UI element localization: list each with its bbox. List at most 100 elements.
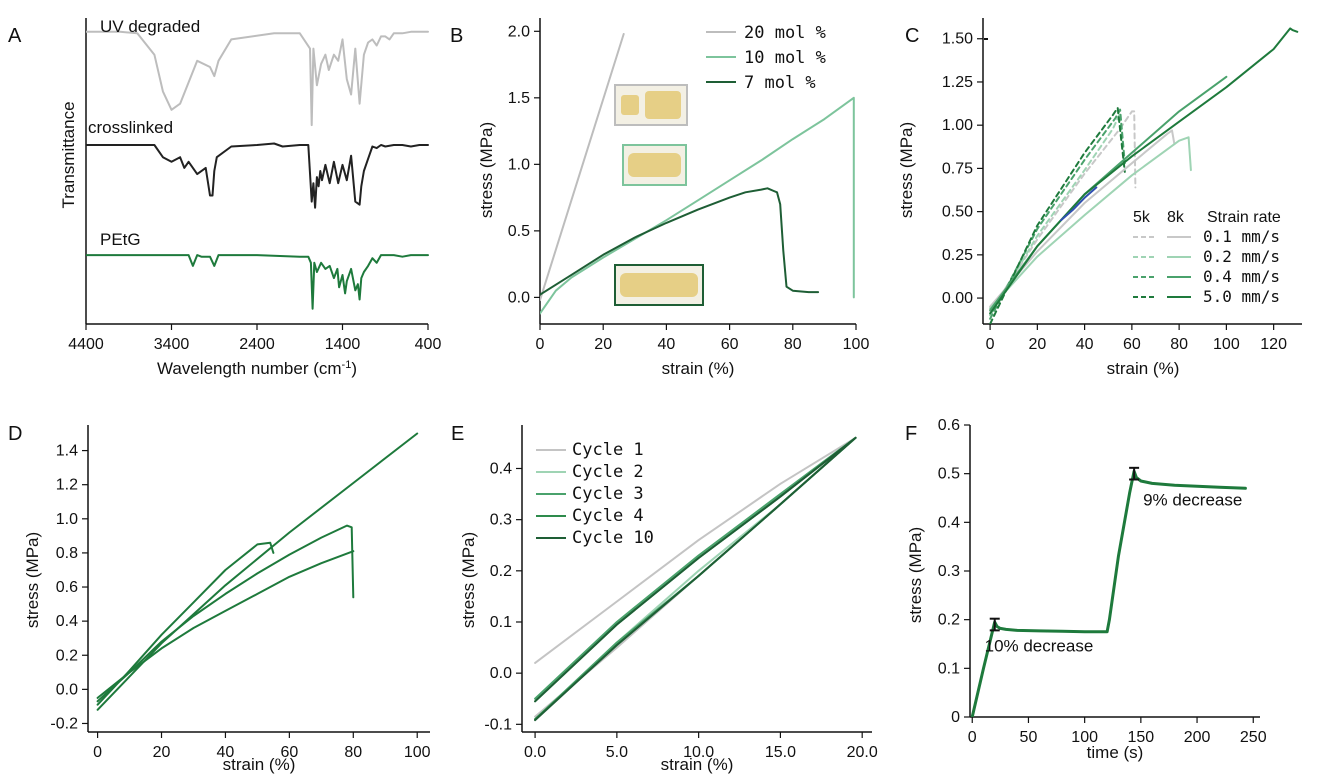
x-axis-label: strain (%)	[662, 359, 735, 378]
panel-letter: A	[8, 25, 22, 47]
series-line-9	[1060, 186, 1098, 222]
y-tick-label: 0.5	[508, 223, 530, 240]
series-line-5	[534, 436, 857, 722]
panel-a: A 4400 3400 2400 1400 400 Wavelength number (c…	[8, 17, 441, 378]
series-label-3: PEtG	[100, 230, 141, 249]
y-tick-label: 1.25	[942, 74, 973, 91]
legend-label-4: Cycle 4	[572, 506, 644, 526]
panel-e: E 0.0 5.0 10.0 15.0 20.0 -0.1 0.0 0.1 0.2 0.3 0.4 st…	[451, 423, 878, 774]
panel-b: B 0 20 40 60 80 100 0.0 0.5 1.0 1.5 2.0 strain (%) st…	[450, 18, 869, 378]
x-tick-label: 20	[1028, 336, 1046, 353]
legend-col-label-1: 5k	[1133, 209, 1151, 226]
annotation-2: 9% decrease	[1143, 490, 1242, 509]
y-tick-label: 0.3	[938, 563, 960, 580]
x-tick-label: 100	[1071, 729, 1098, 746]
series-line-3	[540, 187, 820, 296]
y-tick-label: 1.00	[942, 117, 973, 134]
plot-area	[540, 33, 855, 315]
legend-title: Strain rate	[1207, 209, 1281, 226]
photo-sample-piece	[621, 95, 639, 115]
x-axis-label: strain (%)	[661, 755, 734, 774]
series-line-4	[989, 106, 1126, 324]
x-tick-label: 100	[1213, 336, 1240, 353]
x-tick-label: 40	[217, 744, 235, 761]
series-line-1	[96, 541, 275, 706]
x-tick-label: 0	[968, 729, 977, 746]
x-tick-label: 60	[280, 744, 298, 761]
y-tick-label: 0.8	[56, 545, 78, 562]
legend-label-2: 0.2 mm/s	[1203, 247, 1280, 266]
y-tick-label: 0.0	[56, 681, 78, 698]
series-line-1	[86, 30, 429, 127]
y-tick-label: 0.0	[490, 665, 512, 682]
series-label-1: UV degraded	[100, 17, 200, 36]
x-tick-label: 5.0	[606, 744, 628, 761]
x-tick-label: 150	[1128, 729, 1155, 746]
y-tick-label: 0.6	[938, 417, 960, 434]
series-line-3	[96, 432, 419, 711]
y-tick-label: 0.0	[508, 289, 530, 306]
y-tick-label: 0.50	[942, 204, 973, 221]
x-tick-label: 100	[843, 336, 870, 353]
series-line-1	[970, 469, 1247, 717]
y-tick-label: 0.00	[942, 290, 973, 307]
y-tick-label: 0.6	[56, 579, 78, 596]
legend-label-1: 20 mol %	[744, 23, 826, 43]
series-line-5	[989, 129, 1176, 308]
y-tick-label: 0.2	[56, 647, 78, 664]
y-axis-label: stress (MPa)	[459, 532, 478, 628]
y-axis-label: stress (MPa)	[477, 122, 496, 218]
y-tick-label: 0.75	[942, 160, 973, 177]
series-line-2	[96, 524, 355, 703]
plot-area	[86, 30, 429, 310]
x-tick-label: 80	[784, 336, 802, 353]
x-tick-label: 2400	[239, 336, 275, 353]
series-line-1	[540, 33, 625, 302]
series-line-6	[989, 136, 1192, 310]
y-axis-label: Transmittance	[59, 101, 78, 208]
x-axis-label: time (s)	[1087, 743, 1144, 762]
y-tick-label: 0.2	[490, 563, 512, 580]
y-tick-label: 0.5	[938, 466, 960, 483]
y-tick-label: 1.5	[508, 90, 530, 107]
y-tick-label: 0	[951, 709, 960, 726]
legend-label-3: 0.4 mm/s	[1203, 267, 1280, 286]
y-tick-label: 0.1	[490, 614, 512, 631]
y-tick-label: 0.4	[490, 460, 512, 477]
x-tick-label: 0	[536, 336, 545, 353]
plot-area	[96, 432, 419, 711]
x-tick-label: 60	[721, 336, 739, 353]
annotation-1: 10% decrease	[985, 636, 1094, 655]
photo-sample	[620, 273, 698, 297]
legend-label-1: Cycle 1	[572, 440, 644, 460]
legend-label-2: 10 mol %	[744, 48, 826, 68]
legend-label-1: 0.1 mm/s	[1203, 227, 1280, 246]
y-axis-label: stress (MPa)	[906, 527, 925, 623]
y-tick-label: 1.0	[56, 511, 78, 528]
x-tick-label: 60	[1123, 336, 1141, 353]
y-tick-label: 0.1	[938, 660, 960, 677]
x-tick-label: 10.0	[683, 744, 714, 761]
x-tick-label: 0.0	[524, 744, 546, 761]
legend-label-5: Cycle 10	[572, 528, 654, 548]
photo-sample	[628, 153, 681, 177]
plot-area	[970, 469, 1247, 717]
sample-photo-2	[622, 144, 687, 186]
panel-letter: D	[8, 423, 22, 445]
x-tick-label: 400	[415, 336, 442, 353]
x-tick-label: 40	[1076, 336, 1094, 353]
y-tick-label: 1.4	[56, 443, 78, 460]
y-tick-label: 0.2	[938, 612, 960, 629]
series-line-3	[86, 254, 429, 310]
y-tick-label: -0.2	[50, 715, 78, 732]
y-tick-label: -0.1	[484, 716, 512, 733]
sample-photo-1	[614, 84, 688, 126]
plot-area	[534, 436, 857, 722]
series-line-7	[989, 75, 1228, 312]
panel-d: D 0 20 40 60 80 100 -0.2 0.0 0.2 0.4 0.6 0.8 1.0 1.2 1.…	[8, 423, 431, 774]
x-tick-label: 80	[1170, 336, 1188, 353]
y-tick-label: 1.0	[508, 156, 530, 173]
legend-label-2: Cycle 2	[572, 462, 644, 482]
y-tick-label: 0.4	[938, 514, 960, 531]
